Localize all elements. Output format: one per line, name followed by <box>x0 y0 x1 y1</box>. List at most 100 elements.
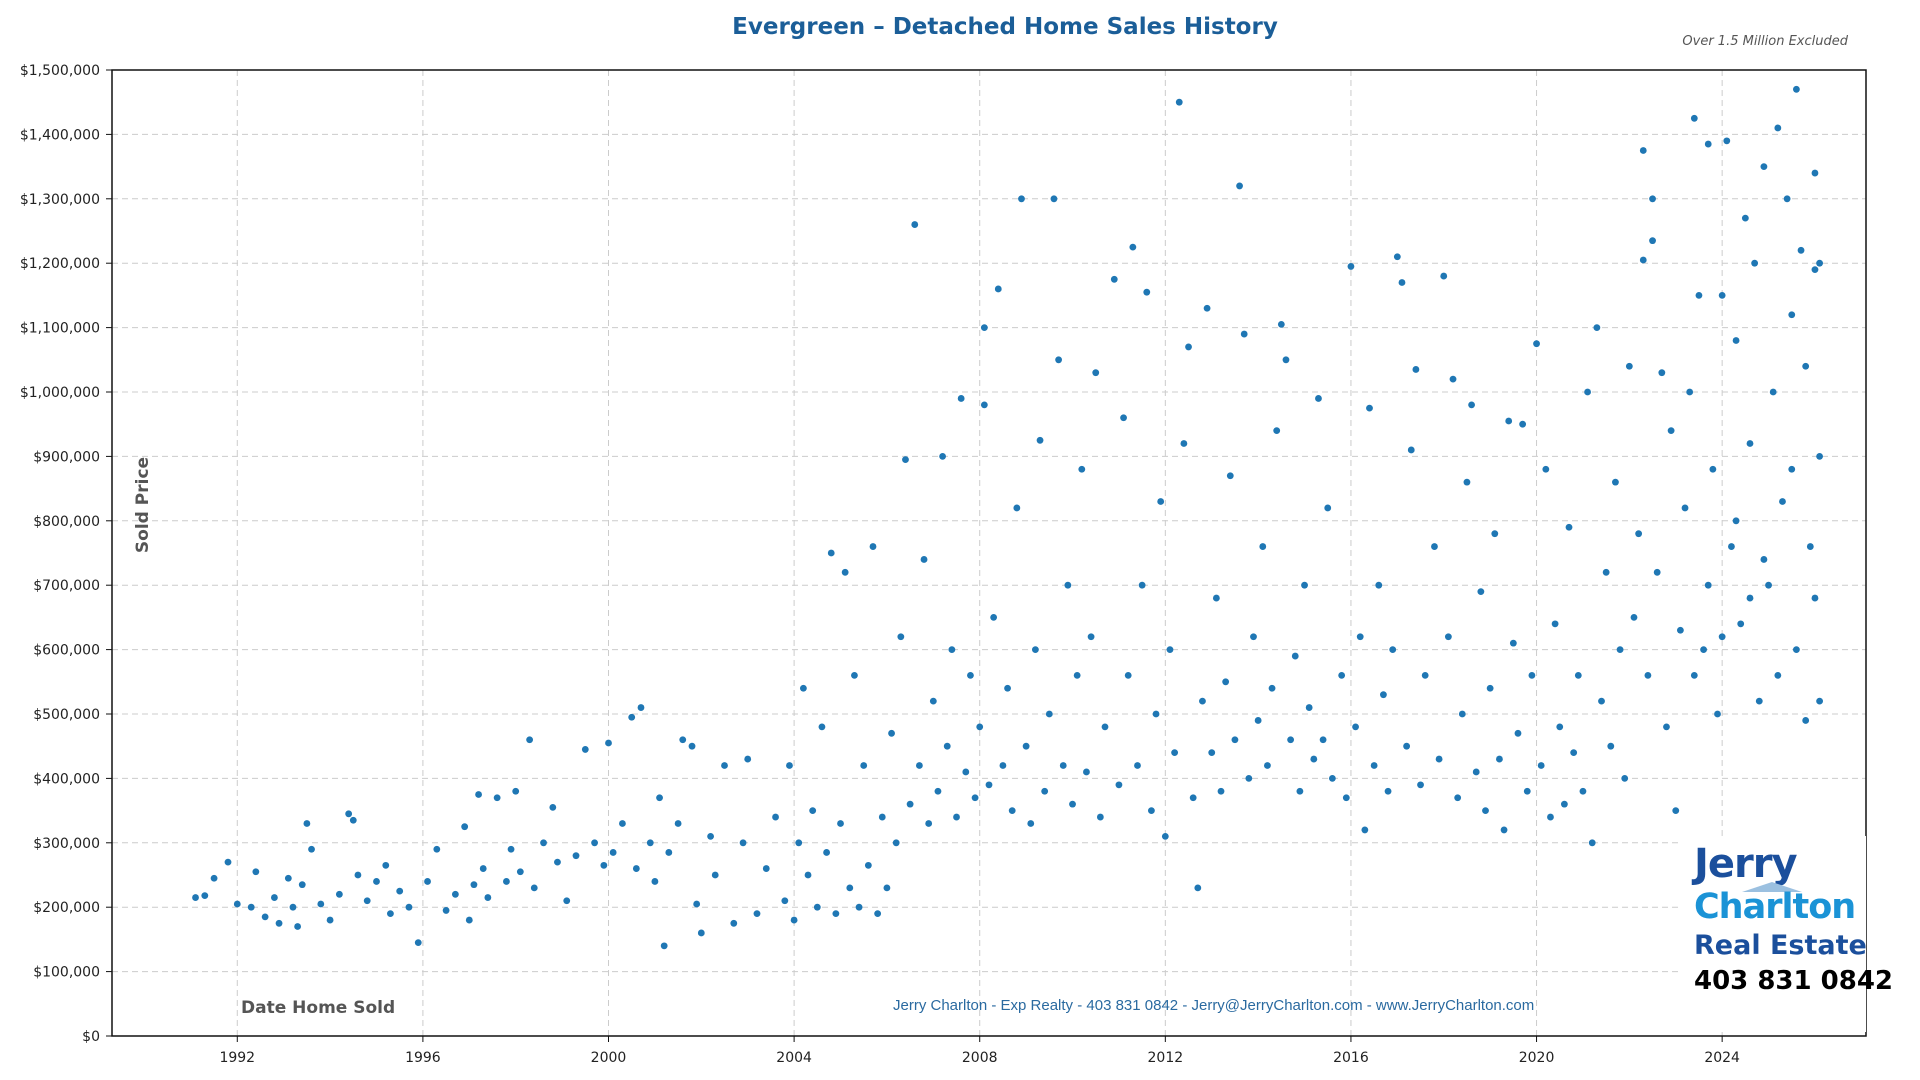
data-point <box>990 614 998 621</box>
data-point <box>1658 369 1666 377</box>
data-point <box>1816 453 1823 460</box>
data-point <box>424 878 431 885</box>
x-tick-label: 2024 <box>1704 1050 1740 1066</box>
data-point <box>1050 195 1058 203</box>
data-point <box>1347 263 1355 270</box>
data-point <box>1338 671 1346 679</box>
data-point <box>1366 404 1373 412</box>
data-point <box>1621 775 1629 782</box>
data-point <box>632 865 640 872</box>
data-point <box>1649 195 1656 203</box>
data-point <box>303 820 311 827</box>
data-point <box>1148 807 1155 814</box>
data-point <box>1022 742 1030 750</box>
data-point <box>373 878 380 885</box>
y-tick-label: $1,000,000 <box>20 385 100 401</box>
data-point <box>985 781 993 789</box>
data-point <box>1041 787 1049 795</box>
gridlines <box>112 70 1866 1036</box>
data-point <box>1032 646 1039 653</box>
data-point <box>1579 787 1587 795</box>
data-point <box>1500 826 1508 834</box>
data-point <box>897 633 905 641</box>
x-axis-label: Date Home Sold <box>241 998 396 1018</box>
data-point <box>1175 98 1183 106</box>
data-point <box>1788 465 1796 473</box>
data-point <box>289 903 297 911</box>
data-point <box>326 916 334 924</box>
data-point <box>210 874 218 882</box>
data-point <box>1407 446 1415 454</box>
data-point <box>1435 755 1443 763</box>
data-point <box>1194 884 1202 892</box>
data-point <box>939 453 946 460</box>
data-point <box>1509 639 1517 647</box>
data-point <box>507 845 515 853</box>
data-point <box>1115 781 1123 789</box>
data-point <box>1087 633 1095 641</box>
x-tick-label: 1996 <box>405 1050 441 1066</box>
data-point <box>948 646 956 653</box>
data-point <box>864 861 872 869</box>
data-point <box>651 878 659 885</box>
data-point <box>442 907 450 914</box>
data-point <box>1639 256 1647 264</box>
data-point <box>874 910 882 918</box>
data-point <box>1612 478 1619 486</box>
data-point <box>994 285 1002 293</box>
data-point <box>1760 163 1768 171</box>
data-point <box>1185 343 1192 351</box>
axis-ticks: 1992 1996 2000 2004 2008 2012 2016 2020 2024 $0 $1… <box>20 63 1740 1066</box>
data-point <box>1482 807 1489 814</box>
data-point <box>526 736 534 744</box>
data-point <box>1319 736 1327 744</box>
data-points <box>192 85 1823 950</box>
data-point <box>1328 775 1336 782</box>
data-point <box>1217 787 1225 795</box>
data-point <box>1222 678 1230 686</box>
data-point <box>1212 594 1220 602</box>
data-point <box>451 890 459 898</box>
data-point <box>762 865 770 872</box>
data-point <box>1384 787 1392 795</box>
data-point <box>1704 581 1712 589</box>
data-point <box>1588 839 1596 847</box>
data-point <box>832 910 840 918</box>
data-point <box>581 746 589 753</box>
data-point <box>1315 395 1322 402</box>
data-point <box>1714 710 1721 718</box>
y-tick-label: $900,000 <box>33 449 100 465</box>
data-point <box>637 704 645 711</box>
data-point <box>1134 762 1141 769</box>
x-tick-label: 2020 <box>1519 1050 1555 1066</box>
data-point <box>1073 671 1081 679</box>
data-point <box>1649 237 1656 245</box>
data-point <box>1718 633 1726 641</box>
data-point <box>851 671 858 679</box>
data-point <box>790 916 798 924</box>
data-point <box>1732 337 1740 344</box>
data-point <box>1695 292 1703 299</box>
data-point <box>1802 717 1810 724</box>
y-tick-label: $200,000 <box>33 900 100 916</box>
y-tick-label: $1,500,000 <box>20 63 100 79</box>
data-point <box>1741 214 1749 222</box>
data-point <box>1811 594 1819 602</box>
y-tick-label: $300,000 <box>33 836 100 852</box>
data-point <box>1672 807 1680 814</box>
data-point <box>1157 498 1165 505</box>
data-point <box>827 549 835 557</box>
data-point <box>484 894 492 901</box>
data-point <box>1602 568 1610 576</box>
data-point <box>1018 195 1025 203</box>
contact-footer: Jerry Charlton - Exp Realty - 403 831 08… <box>893 997 1535 1014</box>
data-point <box>1667 427 1675 435</box>
data-point <box>1380 691 1387 699</box>
data-point <box>1138 581 1146 589</box>
data-point <box>967 671 974 679</box>
data-point <box>387 910 394 918</box>
data-point <box>656 794 663 802</box>
data-point <box>1528 671 1536 679</box>
data-point <box>980 401 988 409</box>
data-point <box>201 892 209 900</box>
